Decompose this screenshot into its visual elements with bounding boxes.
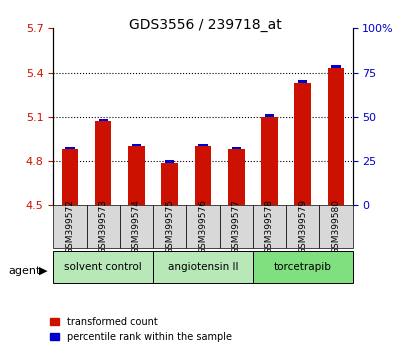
FancyBboxPatch shape xyxy=(252,205,285,248)
Bar xyxy=(132,144,141,146)
Bar xyxy=(165,160,174,162)
FancyBboxPatch shape xyxy=(153,251,252,283)
FancyBboxPatch shape xyxy=(86,205,119,248)
Bar xyxy=(231,147,240,149)
Bar xyxy=(128,146,144,205)
Bar xyxy=(227,149,244,205)
Bar xyxy=(198,144,207,146)
Bar xyxy=(294,83,310,205)
Text: GSM399579: GSM399579 xyxy=(297,199,306,254)
Bar xyxy=(99,119,108,121)
Bar xyxy=(161,162,178,205)
FancyBboxPatch shape xyxy=(186,205,219,248)
FancyBboxPatch shape xyxy=(252,251,352,283)
Text: GSM399576: GSM399576 xyxy=(198,199,207,254)
Text: GSM399573: GSM399573 xyxy=(99,199,108,254)
FancyBboxPatch shape xyxy=(319,205,352,248)
Bar xyxy=(61,149,78,205)
Text: GSM399577: GSM399577 xyxy=(231,199,240,254)
Text: GSM399572: GSM399572 xyxy=(65,199,74,254)
Bar xyxy=(194,146,211,205)
Bar xyxy=(94,121,111,205)
Text: angiotensin II: angiotensin II xyxy=(167,262,238,272)
Bar xyxy=(297,80,306,83)
FancyBboxPatch shape xyxy=(285,205,319,248)
Text: torcetrapib: torcetrapib xyxy=(273,262,331,272)
Text: solvent control: solvent control xyxy=(64,262,142,272)
Bar xyxy=(330,65,340,68)
Text: ▶: ▶ xyxy=(39,266,47,276)
FancyBboxPatch shape xyxy=(119,205,153,248)
FancyBboxPatch shape xyxy=(53,205,86,248)
Bar xyxy=(327,68,344,205)
Text: GSM399580: GSM399580 xyxy=(330,199,339,254)
Text: GSM399575: GSM399575 xyxy=(165,199,174,254)
FancyBboxPatch shape xyxy=(153,205,186,248)
Text: GDS3556 / 239718_at: GDS3556 / 239718_at xyxy=(128,18,281,32)
FancyBboxPatch shape xyxy=(219,205,252,248)
Text: GSM399574: GSM399574 xyxy=(132,199,141,254)
Bar xyxy=(264,114,273,117)
FancyBboxPatch shape xyxy=(53,251,153,283)
Text: GSM399578: GSM399578 xyxy=(264,199,273,254)
Text: agent: agent xyxy=(8,266,40,276)
Bar xyxy=(65,147,74,149)
Legend: transformed count, percentile rank within the sample: transformed count, percentile rank withi… xyxy=(46,313,236,346)
Bar xyxy=(261,117,277,205)
